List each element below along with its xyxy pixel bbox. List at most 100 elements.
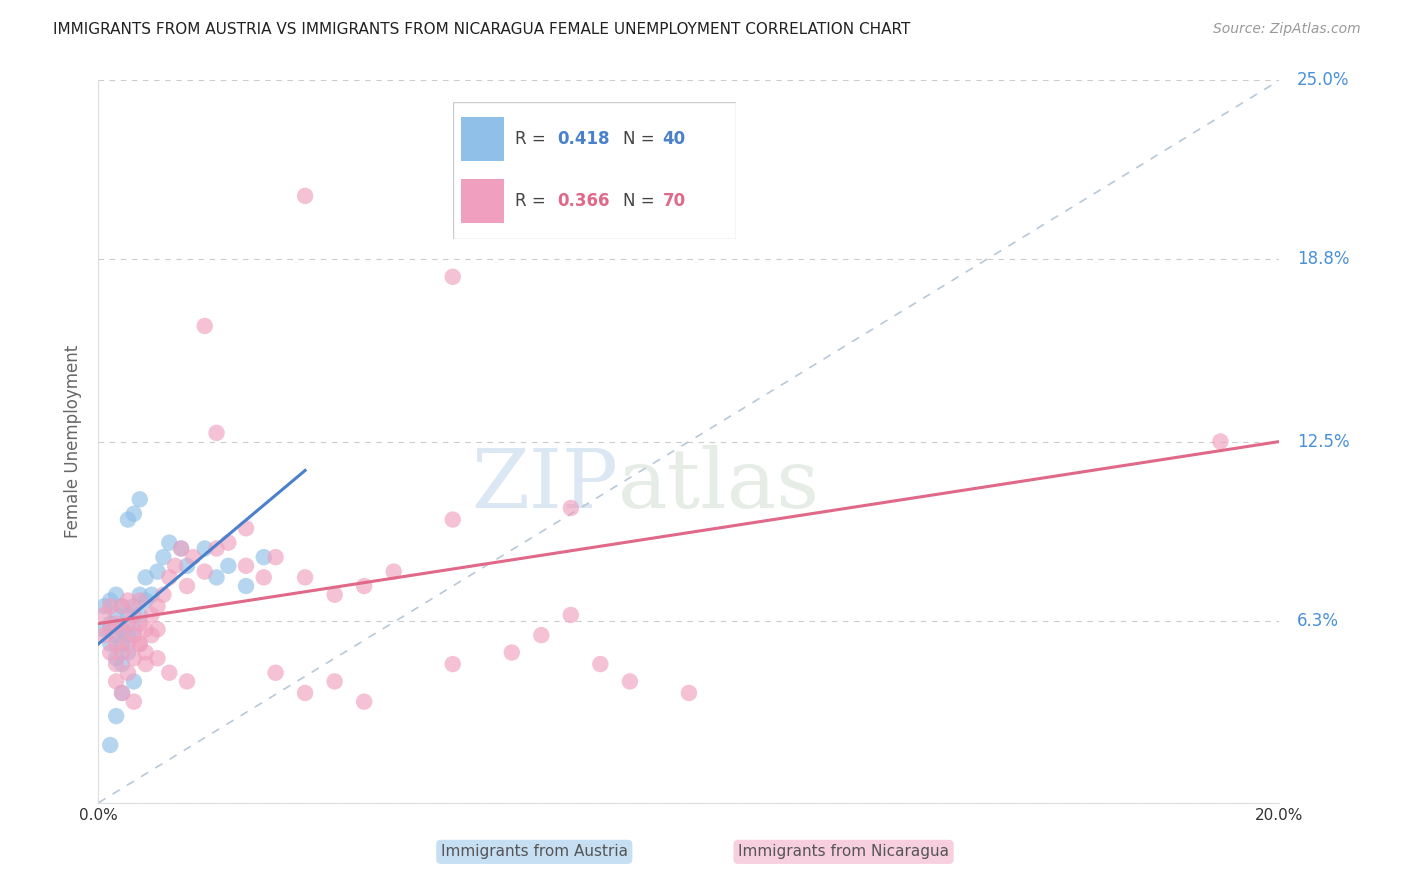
Text: 6.3%: 6.3% [1298, 612, 1339, 630]
Point [105, 651, 128, 665]
Point [105, 628, 128, 642]
Point [157, 570, 180, 584]
Point [141, 628, 163, 642]
Y-axis label: Female Unemployment: Female Unemployment [65, 345, 83, 538]
Point [294, 686, 316, 700]
Point [181, 550, 204, 565]
Point [128, 637, 150, 651]
Point [135, 570, 157, 584]
Point [128, 607, 150, 622]
Point [105, 637, 128, 651]
Point [205, 541, 228, 556]
Point [98, 599, 121, 614]
Text: IMMIGRANTS FROM AUSTRIA VS IMMIGRANTS FROM NICARAGUA FEMALE UNEMPLOYMENT CORRELA: IMMIGRANTS FROM AUSTRIA VS IMMIGRANTS FR… [53, 22, 911, 37]
Point [128, 588, 150, 602]
Point [117, 665, 139, 680]
Point [117, 607, 139, 622]
Point [122, 651, 145, 665]
Point [98, 616, 121, 631]
Point [157, 535, 180, 549]
Point [93, 628, 115, 642]
Point [353, 695, 375, 709]
Point [382, 565, 405, 579]
Point [323, 588, 346, 602]
Point [98, 646, 121, 660]
Point [264, 550, 287, 565]
Point [176, 558, 198, 573]
Point [105, 674, 128, 689]
Point [105, 607, 128, 622]
Point [194, 541, 217, 556]
Point [135, 646, 157, 660]
Point [353, 579, 375, 593]
Text: 18.8%: 18.8% [1298, 251, 1350, 268]
Point [217, 558, 239, 573]
Point [253, 570, 276, 584]
Point [122, 623, 145, 637]
Point [128, 616, 150, 631]
Point [93, 599, 115, 614]
Point [194, 318, 217, 333]
Point [560, 501, 582, 516]
Point [170, 541, 193, 556]
Point [98, 738, 121, 752]
Text: atlas: atlas [619, 445, 820, 524]
Point [141, 607, 163, 622]
Point [105, 616, 128, 631]
Text: Source: ZipAtlas.com: Source: ZipAtlas.com [1213, 22, 1361, 37]
Point [253, 550, 276, 565]
Point [441, 269, 464, 284]
Point [619, 674, 641, 689]
Point [176, 579, 198, 593]
Point [678, 686, 700, 700]
Point [205, 425, 228, 440]
Text: 12.5%: 12.5% [1298, 433, 1350, 450]
Point [128, 637, 150, 651]
Point [98, 637, 121, 651]
Point [135, 657, 157, 671]
Point [93, 607, 115, 622]
Point [105, 657, 128, 671]
Text: Immigrants from Nicaragua: Immigrants from Nicaragua [738, 845, 949, 859]
Point [93, 623, 115, 637]
Text: Immigrants from Austria: Immigrants from Austria [440, 845, 628, 859]
Point [122, 607, 145, 622]
Point [441, 657, 464, 671]
Point [128, 492, 150, 507]
Point [146, 651, 169, 665]
Point [152, 550, 174, 565]
Point [194, 565, 217, 579]
Point [152, 588, 174, 602]
Point [501, 646, 523, 660]
Point [117, 512, 139, 526]
Point [117, 637, 139, 651]
Point [111, 657, 134, 671]
Point [111, 623, 134, 637]
Point [128, 593, 150, 607]
Point [135, 623, 157, 637]
Point [105, 588, 128, 602]
Point [441, 512, 464, 526]
Point [264, 665, 287, 680]
Text: ZIP: ZIP [471, 445, 619, 524]
Point [111, 599, 134, 614]
Point [117, 616, 139, 631]
Point [235, 521, 257, 535]
Point [235, 579, 257, 593]
Point [165, 558, 187, 573]
Text: 25.0%: 25.0% [1298, 71, 1350, 89]
Point [111, 623, 134, 637]
Point [111, 599, 134, 614]
Point [141, 588, 163, 602]
Point [146, 623, 169, 637]
Point [323, 674, 346, 689]
Point [170, 541, 193, 556]
Point [176, 674, 198, 689]
Point [117, 646, 139, 660]
Point [98, 593, 121, 607]
Point [122, 674, 145, 689]
Point [157, 665, 180, 680]
Point [589, 657, 612, 671]
Point [1209, 434, 1232, 449]
Point [122, 599, 145, 614]
